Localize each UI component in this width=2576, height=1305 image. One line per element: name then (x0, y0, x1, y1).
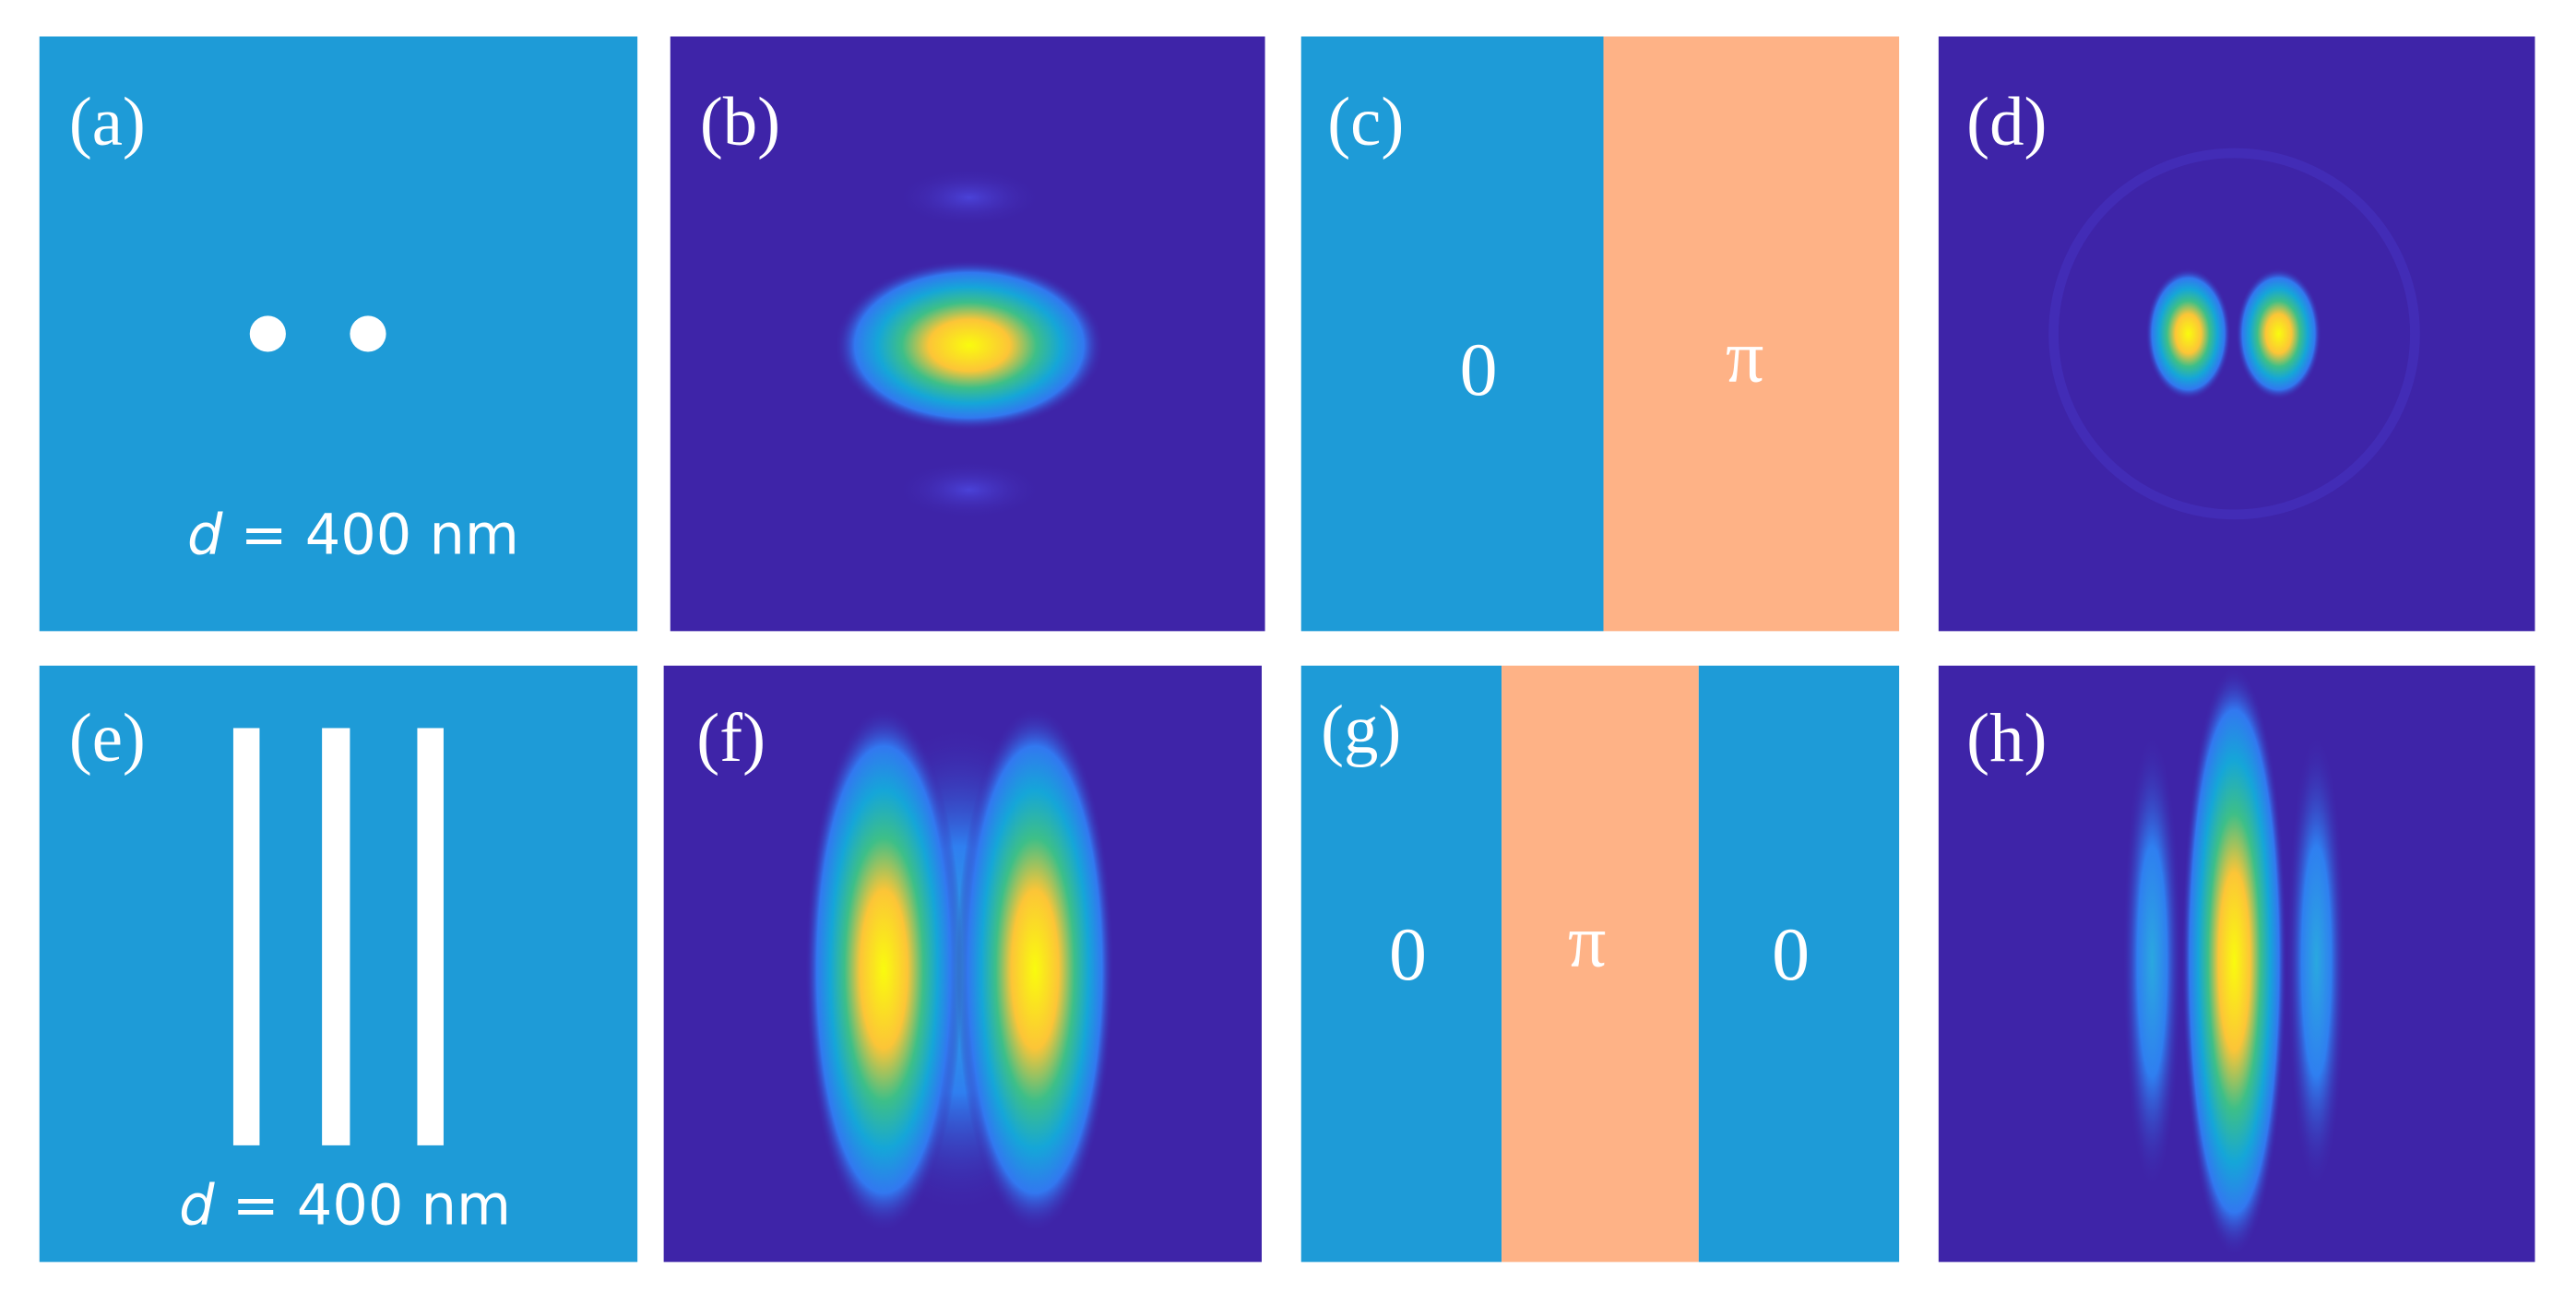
annotation: d = 400 nm (187, 504, 519, 568)
hole (350, 315, 386, 352)
intensity (2181, 665, 2287, 1257)
panel-label: (h) (1966, 700, 2047, 777)
intensity (2145, 267, 2231, 400)
side-lobe (895, 168, 1044, 228)
annotation-text: = 400 nm (232, 1173, 511, 1238)
phase-region (1502, 665, 1699, 1263)
panel-label: (a) (69, 84, 146, 160)
ring (2048, 148, 2420, 520)
panel-label: (g) (1321, 692, 1401, 768)
variable: d (179, 1173, 215, 1238)
slit (232, 728, 260, 1145)
panel (39, 36, 638, 632)
panel-label: (e) (69, 700, 146, 777)
phase: π (1726, 314, 1763, 398)
phase: 0 (1460, 327, 1498, 411)
panel-label: (b) (700, 84, 780, 160)
intensity (834, 259, 1104, 432)
hole (249, 315, 286, 352)
side-lobe (895, 460, 1044, 520)
intensity (2236, 267, 2321, 400)
annotation-text: = 400 nm (241, 504, 519, 568)
slit (322, 728, 350, 1145)
variable: d (187, 504, 223, 568)
phase: 0 (1389, 912, 1427, 996)
phase-region (1300, 665, 1502, 1263)
panel-label: (f) (696, 700, 766, 777)
slit (417, 728, 444, 1145)
phase-region (1300, 36, 1604, 632)
panel-label: (d) (1966, 84, 2047, 160)
phase-region (1698, 665, 1900, 1263)
annotation: d = 400 nm (179, 1173, 511, 1238)
phase-region (1603, 36, 1900, 632)
intensity (2122, 731, 2182, 1192)
intensity (804, 706, 963, 1233)
intensity (956, 706, 1114, 1233)
intensity (2286, 731, 2346, 1192)
phase: π (1568, 899, 1606, 983)
panel-label: (c) (1327, 84, 1404, 160)
phase: 0 (1772, 912, 1810, 996)
